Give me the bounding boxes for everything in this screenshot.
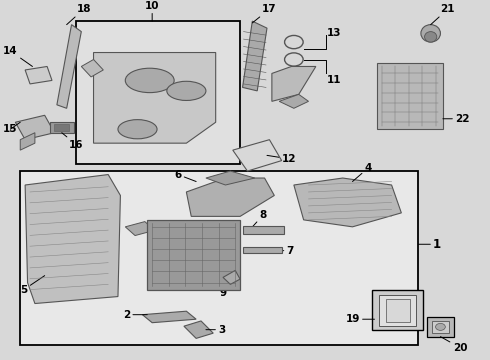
- Polygon shape: [94, 53, 216, 143]
- Bar: [432, 321, 449, 333]
- Bar: [54, 124, 69, 131]
- Bar: [379, 295, 416, 326]
- Text: 15: 15: [3, 122, 20, 134]
- Polygon shape: [243, 21, 267, 91]
- Bar: [243, 247, 282, 253]
- Polygon shape: [184, 321, 213, 338]
- Text: 10: 10: [145, 1, 159, 21]
- Text: 2: 2: [123, 310, 147, 320]
- Polygon shape: [233, 140, 282, 171]
- Polygon shape: [15, 115, 54, 140]
- Polygon shape: [223, 270, 240, 284]
- Text: 9: 9: [220, 280, 229, 298]
- Bar: [147, 220, 240, 289]
- Polygon shape: [143, 311, 196, 323]
- Text: 20: 20: [441, 337, 467, 352]
- Text: 18: 18: [67, 4, 91, 24]
- Text: 19: 19: [345, 314, 374, 324]
- Ellipse shape: [125, 68, 174, 93]
- Polygon shape: [294, 178, 401, 227]
- Polygon shape: [25, 175, 121, 303]
- Text: 5: 5: [20, 276, 45, 294]
- Polygon shape: [57, 24, 81, 108]
- Polygon shape: [25, 67, 52, 84]
- Text: 7: 7: [274, 246, 294, 256]
- Circle shape: [436, 323, 445, 330]
- Text: 4: 4: [352, 163, 372, 181]
- Text: 21: 21: [431, 4, 455, 24]
- Polygon shape: [20, 133, 35, 150]
- Text: 8: 8: [250, 210, 267, 230]
- Text: 12: 12: [267, 154, 296, 164]
- Text: 11: 11: [327, 75, 342, 85]
- Polygon shape: [279, 94, 309, 108]
- Text: 6: 6: [174, 170, 196, 181]
- Bar: [372, 289, 423, 330]
- Text: 14: 14: [3, 46, 32, 67]
- Ellipse shape: [118, 120, 157, 139]
- Bar: [386, 299, 410, 321]
- Ellipse shape: [424, 32, 437, 42]
- Bar: [76, 21, 240, 164]
- Polygon shape: [272, 67, 316, 101]
- Bar: [427, 318, 454, 337]
- Text: 13: 13: [327, 28, 342, 39]
- Text: 16: 16: [62, 133, 84, 150]
- Ellipse shape: [421, 24, 441, 42]
- Text: 1: 1: [418, 238, 441, 251]
- Text: 17: 17: [252, 4, 277, 23]
- Polygon shape: [186, 178, 274, 216]
- Bar: [20, 171, 418, 345]
- Ellipse shape: [167, 81, 206, 100]
- Text: 22: 22: [443, 114, 469, 124]
- Bar: [49, 122, 74, 133]
- Bar: [377, 63, 443, 129]
- Polygon shape: [206, 171, 255, 185]
- Polygon shape: [125, 222, 155, 235]
- Text: 3: 3: [206, 325, 225, 335]
- Polygon shape: [81, 59, 103, 77]
- Bar: [243, 226, 284, 234]
